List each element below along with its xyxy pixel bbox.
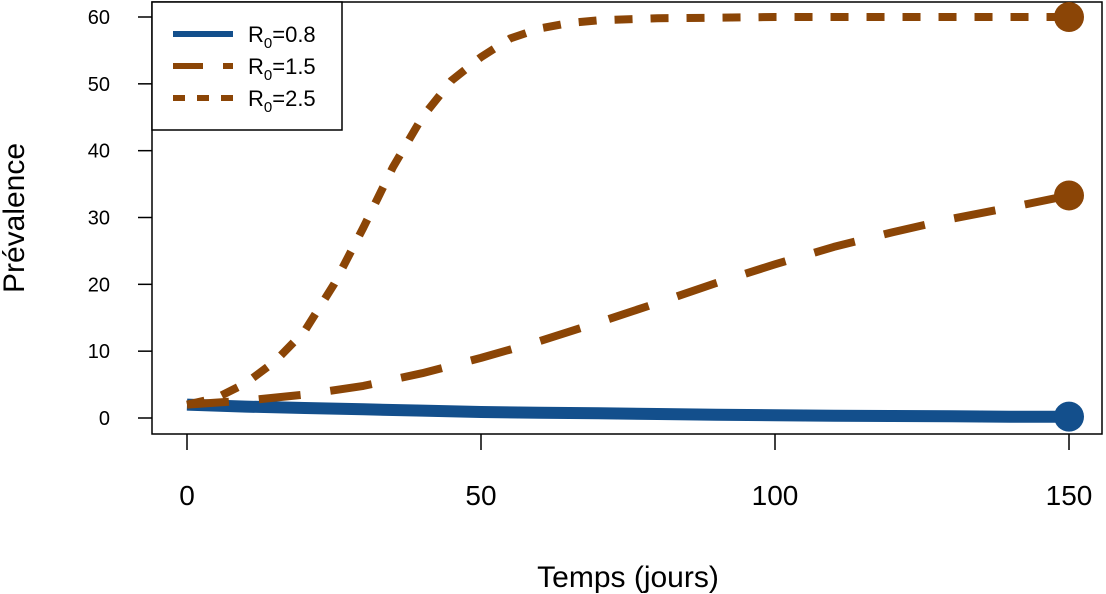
legend-label-value: =2.5 xyxy=(272,86,315,111)
legend-label-base: R xyxy=(248,54,264,79)
legend-label: R0=2.5 xyxy=(248,86,316,116)
legend-label-subscript: 0 xyxy=(264,35,272,52)
legend-label-subscript: 0 xyxy=(264,67,272,84)
y-tick-label: 40 xyxy=(88,141,110,163)
legend-label-value: =1.5 xyxy=(272,54,315,79)
legend-label-base: R xyxy=(248,86,264,111)
series-end-point xyxy=(1054,401,1084,432)
x-tick-label: 50 xyxy=(465,480,496,511)
y-tick-label: 10 xyxy=(88,341,110,363)
series-line-2 xyxy=(186,191,1070,409)
x-tick-label: 0 xyxy=(179,480,195,511)
legend-label: R0=0.8 xyxy=(248,22,316,52)
y-tick-label: 0 xyxy=(99,408,110,430)
y-axis: 0 10 20 30 40 50 60 xyxy=(88,7,152,430)
x-tick-label: 150 xyxy=(1046,480,1093,511)
y-tick-label: 30 xyxy=(88,208,110,230)
x-tick-label: 100 xyxy=(752,480,799,511)
end-markers xyxy=(1054,2,1084,432)
legend-label: R0=1.5 xyxy=(248,54,316,84)
y-tick-label: 60 xyxy=(88,7,110,29)
series-end-point xyxy=(1054,2,1084,32)
series-line-1 xyxy=(186,398,1069,423)
y-tick-label: 20 xyxy=(88,274,110,296)
x-axis-title: Temps (jours) xyxy=(537,561,719,594)
x-axis: 0 50 100 150 xyxy=(179,434,1092,511)
y-tick-label: 50 xyxy=(88,74,110,96)
legend-label-value: =0.8 xyxy=(272,22,315,47)
series-layer xyxy=(186,13,1070,423)
y-axis-title: Prévalence xyxy=(0,143,31,293)
series-end-point xyxy=(1054,180,1084,211)
legend: R0=0.8R0=1.5R0=2.5 xyxy=(151,1,343,131)
legend-label-base: R xyxy=(248,22,264,47)
legend-label-subscript: 0 xyxy=(264,99,272,116)
series-line-3 xyxy=(186,13,1069,409)
